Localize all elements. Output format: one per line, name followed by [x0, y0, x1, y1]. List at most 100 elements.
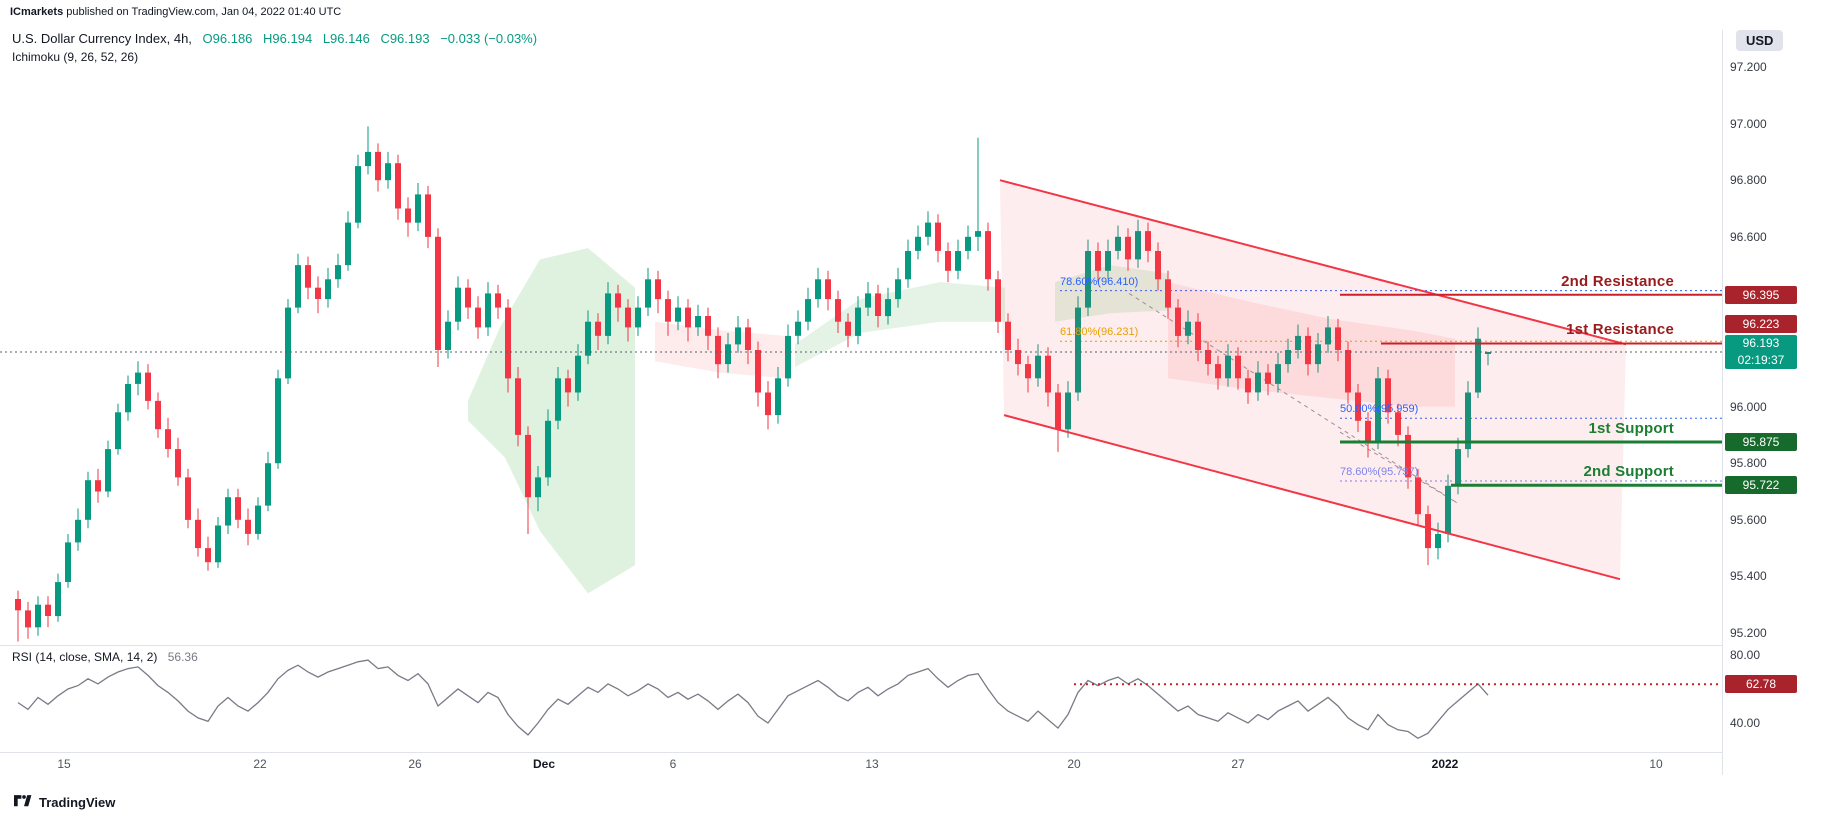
- candle-body: [765, 392, 771, 416]
- candle-body: [195, 519, 201, 549]
- current-price-value: 96.193: [1742, 335, 1780, 350]
- candle-body: [895, 279, 901, 300]
- candle-body: [1045, 355, 1051, 393]
- candle-body: [1075, 307, 1081, 393]
- candle-body: [1415, 477, 1421, 515]
- candle-body: [1065, 392, 1071, 430]
- rsi-tick: 80.00: [1730, 648, 1761, 662]
- candle-body: [295, 265, 301, 308]
- candle-body: [105, 449, 111, 492]
- fib-connector-line: [1339, 431, 1458, 504]
- symbol-legend: U.S. Dollar Currency Index, 4h, O96.186 …: [12, 31, 537, 46]
- ichimoku-cloud: [1055, 265, 1168, 322]
- time-label[interactable]: 26: [408, 757, 422, 771]
- candle-body: [1235, 355, 1241, 379]
- candle-body: [75, 519, 81, 543]
- channel-bottom-line[interactable]: [1003, 414, 1621, 581]
- candle-body: [1125, 236, 1131, 260]
- candle-body: [755, 350, 761, 393]
- candle-body: [885, 299, 891, 317]
- candle-body: [445, 321, 451, 350]
- price-tick: 96.000: [1730, 399, 1767, 414]
- time-label[interactable]: 6: [669, 757, 677, 771]
- candle-body: [165, 429, 171, 449]
- candle-body: [745, 327, 751, 350]
- price-tick: 96.600: [1730, 229, 1767, 244]
- candle-body: [675, 307, 681, 322]
- candle-body: [1005, 321, 1011, 350]
- time-axis-separator: [0, 752, 1722, 753]
- fib-level-label: 61.80%(96.231): [1060, 326, 1139, 339]
- candle-body: [935, 222, 941, 251]
- candle-body: [1245, 378, 1251, 393]
- rsi-value: 56.36: [167, 650, 198, 664]
- candle-body: [805, 299, 811, 322]
- candle-body: [205, 548, 211, 563]
- time-label[interactable]: 13: [865, 757, 879, 771]
- tradingview-logo-icon: [14, 795, 32, 807]
- candle-body: [1445, 485, 1451, 534]
- candle-body: [1285, 350, 1291, 365]
- candle-body: [695, 316, 701, 328]
- candle-body: [385, 163, 391, 181]
- candle-body: [1195, 321, 1201, 350]
- candle-body: [785, 335, 791, 379]
- candle-body: [1475, 338, 1481, 393]
- candle-body: [1405, 434, 1411, 478]
- candle-body: [975, 231, 981, 237]
- time-label[interactable]: 2022: [1431, 757, 1459, 771]
- candle-body: [1105, 251, 1111, 271]
- candle-body: [1225, 355, 1231, 379]
- candle-body: [535, 477, 541, 498]
- time-label[interactable]: Dec: [532, 757, 556, 771]
- candle-body: [125, 384, 131, 413]
- time-label[interactable]: 27: [1231, 757, 1245, 771]
- time-label[interactable]: 10: [1649, 757, 1663, 771]
- candle-body: [925, 222, 931, 237]
- time-label[interactable]: 15: [57, 757, 71, 771]
- candle-body: [95, 480, 101, 492]
- currency-badge[interactable]: USD: [1736, 30, 1784, 51]
- candle-body: [375, 151, 381, 181]
- channel-top-line[interactable]: [999, 179, 1627, 346]
- candle-body: [995, 279, 1001, 322]
- candle-body: [575, 355, 581, 393]
- candle-body: [345, 222, 351, 266]
- price-tick: 95.200: [1730, 626, 1767, 640]
- candle-body: [845, 321, 851, 336]
- first-support-label: 1st Support: [1588, 419, 1674, 437]
- candle-body: [955, 251, 961, 271]
- candle-body: [685, 307, 691, 328]
- price-tick: 95.400: [1730, 569, 1767, 584]
- candle-body: [1015, 350, 1021, 365]
- candle-body: [1355, 392, 1361, 421]
- tradingview-attribution[interactable]: TradingView: [14, 795, 115, 810]
- publish-info: published on TradingView.com, Jan 04, 20…: [63, 6, 342, 18]
- first-resistance-label: 1st Resistance: [1566, 321, 1674, 339]
- rsi-legend: RSI (14, close, SMA, 14, 2) 56.36: [12, 650, 198, 664]
- candle-body: [355, 166, 361, 223]
- candle-body: [1215, 364, 1221, 379]
- time-label[interactable]: 20: [1067, 757, 1081, 771]
- tradingview-brand-text: TradingView: [39, 795, 116, 810]
- pane-separator[interactable]: [0, 645, 1722, 646]
- candle-body: [1345, 350, 1351, 393]
- candle-body: [775, 378, 781, 416]
- candle-body: [1095, 251, 1101, 271]
- candle-body: [245, 519, 251, 534]
- candle-body: [715, 335, 721, 365]
- candle-body: [35, 604, 41, 628]
- candle-body: [1315, 344, 1321, 365]
- ichimoku-cloud: [795, 282, 1005, 367]
- candle-body: [405, 208, 411, 223]
- candle-body: [1435, 534, 1441, 549]
- candle-body: [225, 497, 231, 526]
- candle-body: [315, 287, 321, 299]
- candle-body: [1275, 364, 1281, 384]
- candle-body: [265, 463, 271, 506]
- candle-body: [145, 372, 151, 401]
- candle-body: [1165, 279, 1171, 308]
- time-label[interactable]: 22: [253, 757, 267, 771]
